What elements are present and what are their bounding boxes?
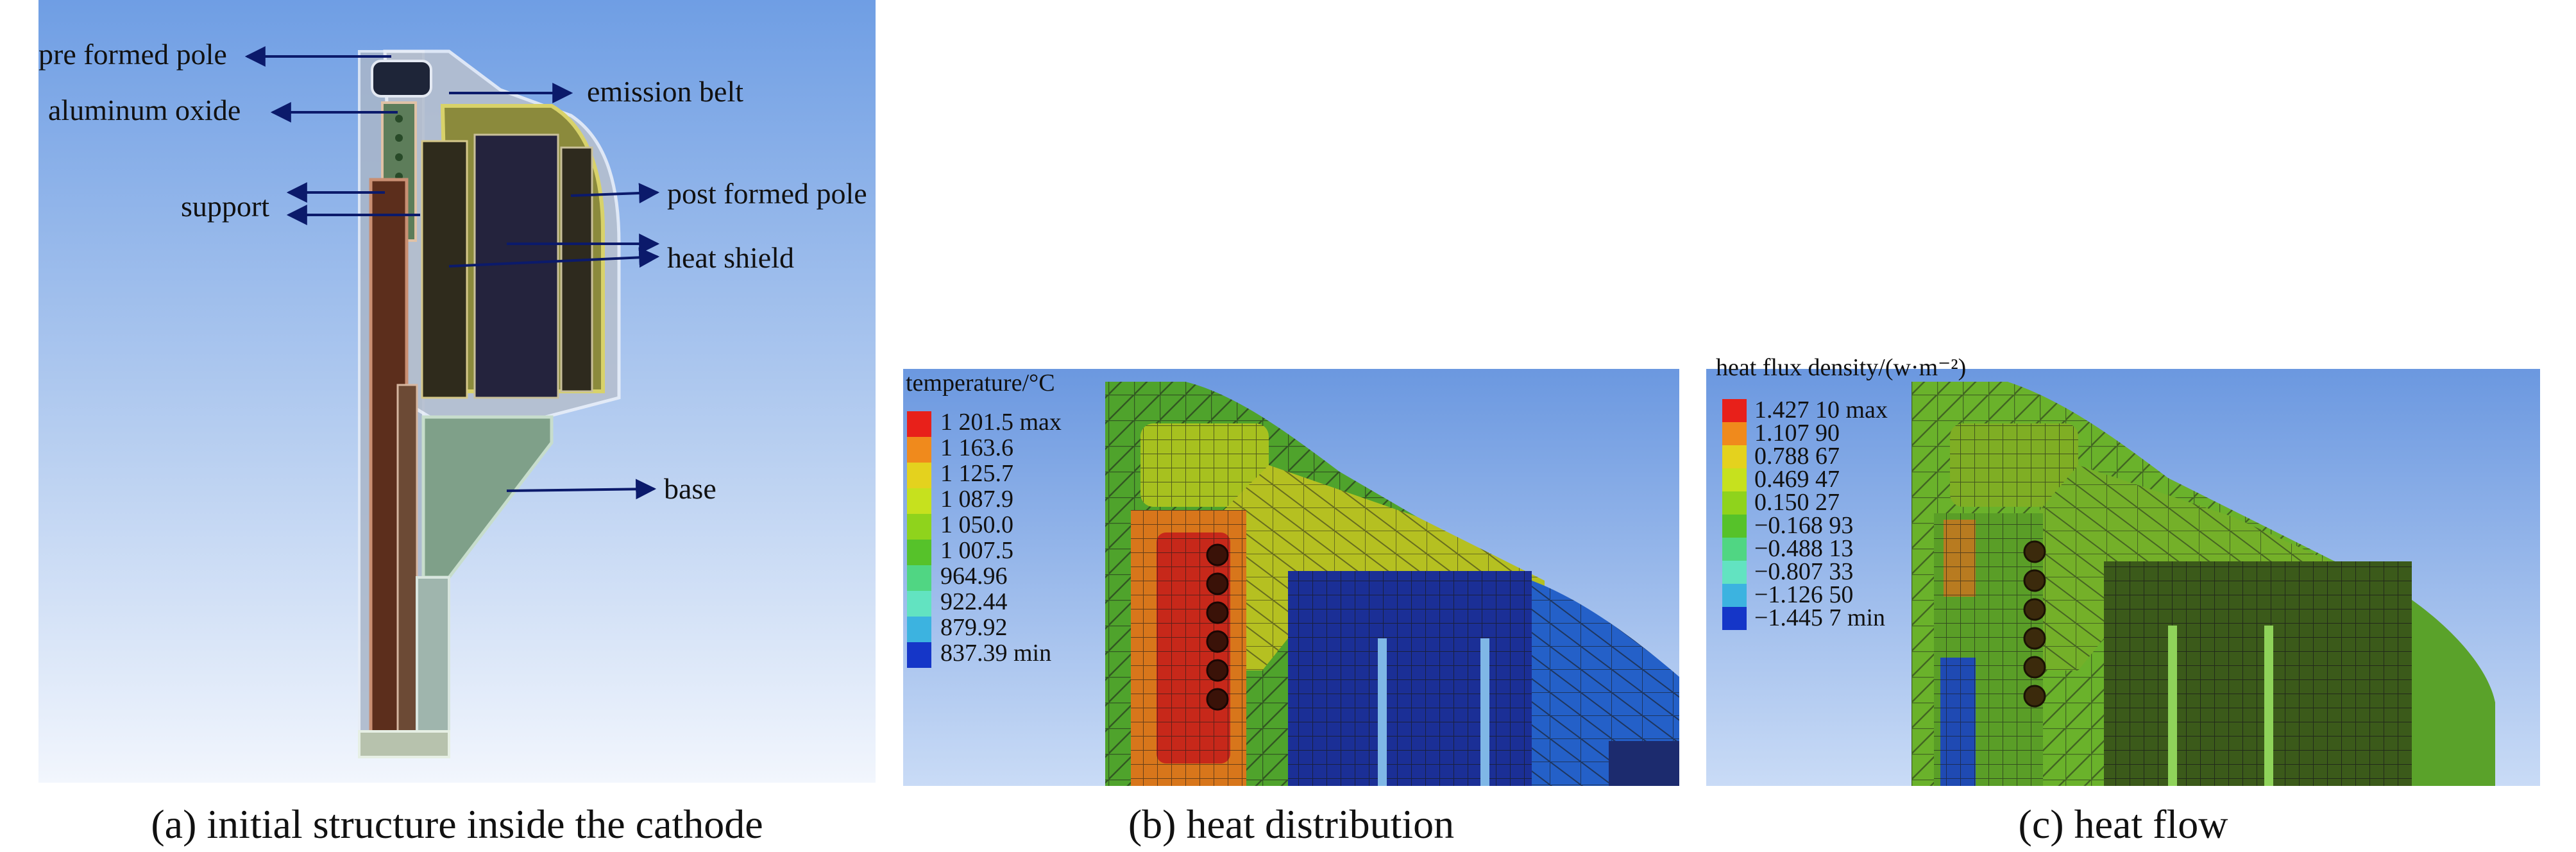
legend-b-swatch — [907, 488, 931, 514]
legend-b-label: 879.92 — [940, 614, 1008, 641]
legend-c-swatch — [1722, 515, 1747, 538]
legend-c-label: 0.469 47 — [1754, 466, 1840, 493]
panel-c-heat-flow — [1706, 369, 2540, 786]
legend-c-swatch — [1722, 491, 1747, 515]
legend-b-swatch — [907, 411, 931, 437]
label-pre-formed-pole: pre formed pole — [38, 38, 227, 71]
legend-b-swatch — [907, 591, 931, 617]
legend-c-label: 0.788 67 — [1754, 443, 1840, 470]
legend-c-label: 1.427 10 max — [1754, 396, 1888, 423]
legend-b: temperature/°C 1 201.5 max 1 163.6 1 125.7… — [903, 369, 1096, 668]
label-emission-belt: emission belt — [587, 75, 744, 108]
legend-b-label: 1 201.5 max — [940, 409, 1062, 436]
legend-b-swatch — [907, 642, 931, 668]
legend-c-swatch — [1722, 468, 1747, 491]
label-support: support — [181, 190, 269, 223]
caption-c: (c) heat flow — [2018, 801, 2228, 847]
legend-b-swatch — [907, 565, 931, 591]
legend-c-label: 0.150 27 — [1754, 489, 1840, 516]
legend-b-label: 837.39 min — [940, 640, 1052, 667]
panel-b-heat-distribution — [903, 369, 1679, 786]
cathode-structure-drawing — [38, 0, 876, 783]
label-base: base — [664, 472, 716, 505]
legend-c-label: −0.488 13 — [1754, 535, 1854, 562]
temperature-field-plot — [903, 369, 1679, 786]
legend-c-swatch — [1722, 607, 1747, 630]
legend-b-swatch — [907, 540, 931, 565]
legend-c-label: −1.445 7 min — [1754, 604, 1886, 631]
legend-b-label: 964.96 — [940, 563, 1008, 590]
legend-b-label: 1 087.9 — [940, 486, 1013, 513]
panel-a-structure: pre formed pole aluminum oxide support e… — [38, 0, 876, 783]
legend-c-swatch — [1722, 561, 1747, 584]
caption-b: (b) heat distribution — [1128, 801, 1455, 847]
label-heat-shield: heat shield — [667, 241, 794, 274]
legend-c-title: heat flux density/(w·m⁻²) — [1716, 354, 1967, 381]
legend-c-swatch — [1722, 584, 1747, 607]
legend-b-title: temperature/°C — [906, 370, 1055, 396]
legend-b-swatch — [907, 437, 931, 463]
label-post-formed-pole: post formed pole — [667, 177, 867, 210]
legend-c-label: −0.168 93 — [1754, 512, 1854, 539]
legend-c-label: −1.126 50 — [1754, 581, 1854, 608]
legend-c-swatch — [1722, 422, 1747, 445]
legend-c-label: −0.807 33 — [1754, 558, 1854, 585]
heat-flux-field-plot — [1706, 369, 2540, 786]
legend-b-label: 1 163.6 — [940, 434, 1013, 461]
legend-c-swatch — [1722, 399, 1747, 422]
legend-b-swatch — [907, 463, 931, 488]
label-aluminum-oxide: aluminum oxide — [48, 94, 241, 126]
legend-b-label: 922.44 — [940, 588, 1008, 615]
legend-b-label: 1 050.0 — [940, 511, 1013, 538]
legend-b-swatch — [907, 514, 931, 540]
legend-c-swatch — [1722, 445, 1747, 468]
legend-c-label: 1.107 90 — [1754, 420, 1840, 447]
caption-a: (a) initial structure inside the cathode — [151, 801, 763, 847]
legend-b-label: 1 125.7 — [940, 460, 1013, 487]
legend-c: heat flux density/(w·m⁻²) 1.427 10 max 1.… — [1706, 353, 2001, 630]
legend-b-swatch — [907, 617, 931, 642]
legend-c-swatch — [1722, 538, 1747, 561]
legend-b-label: 1 007.5 — [940, 537, 1013, 564]
